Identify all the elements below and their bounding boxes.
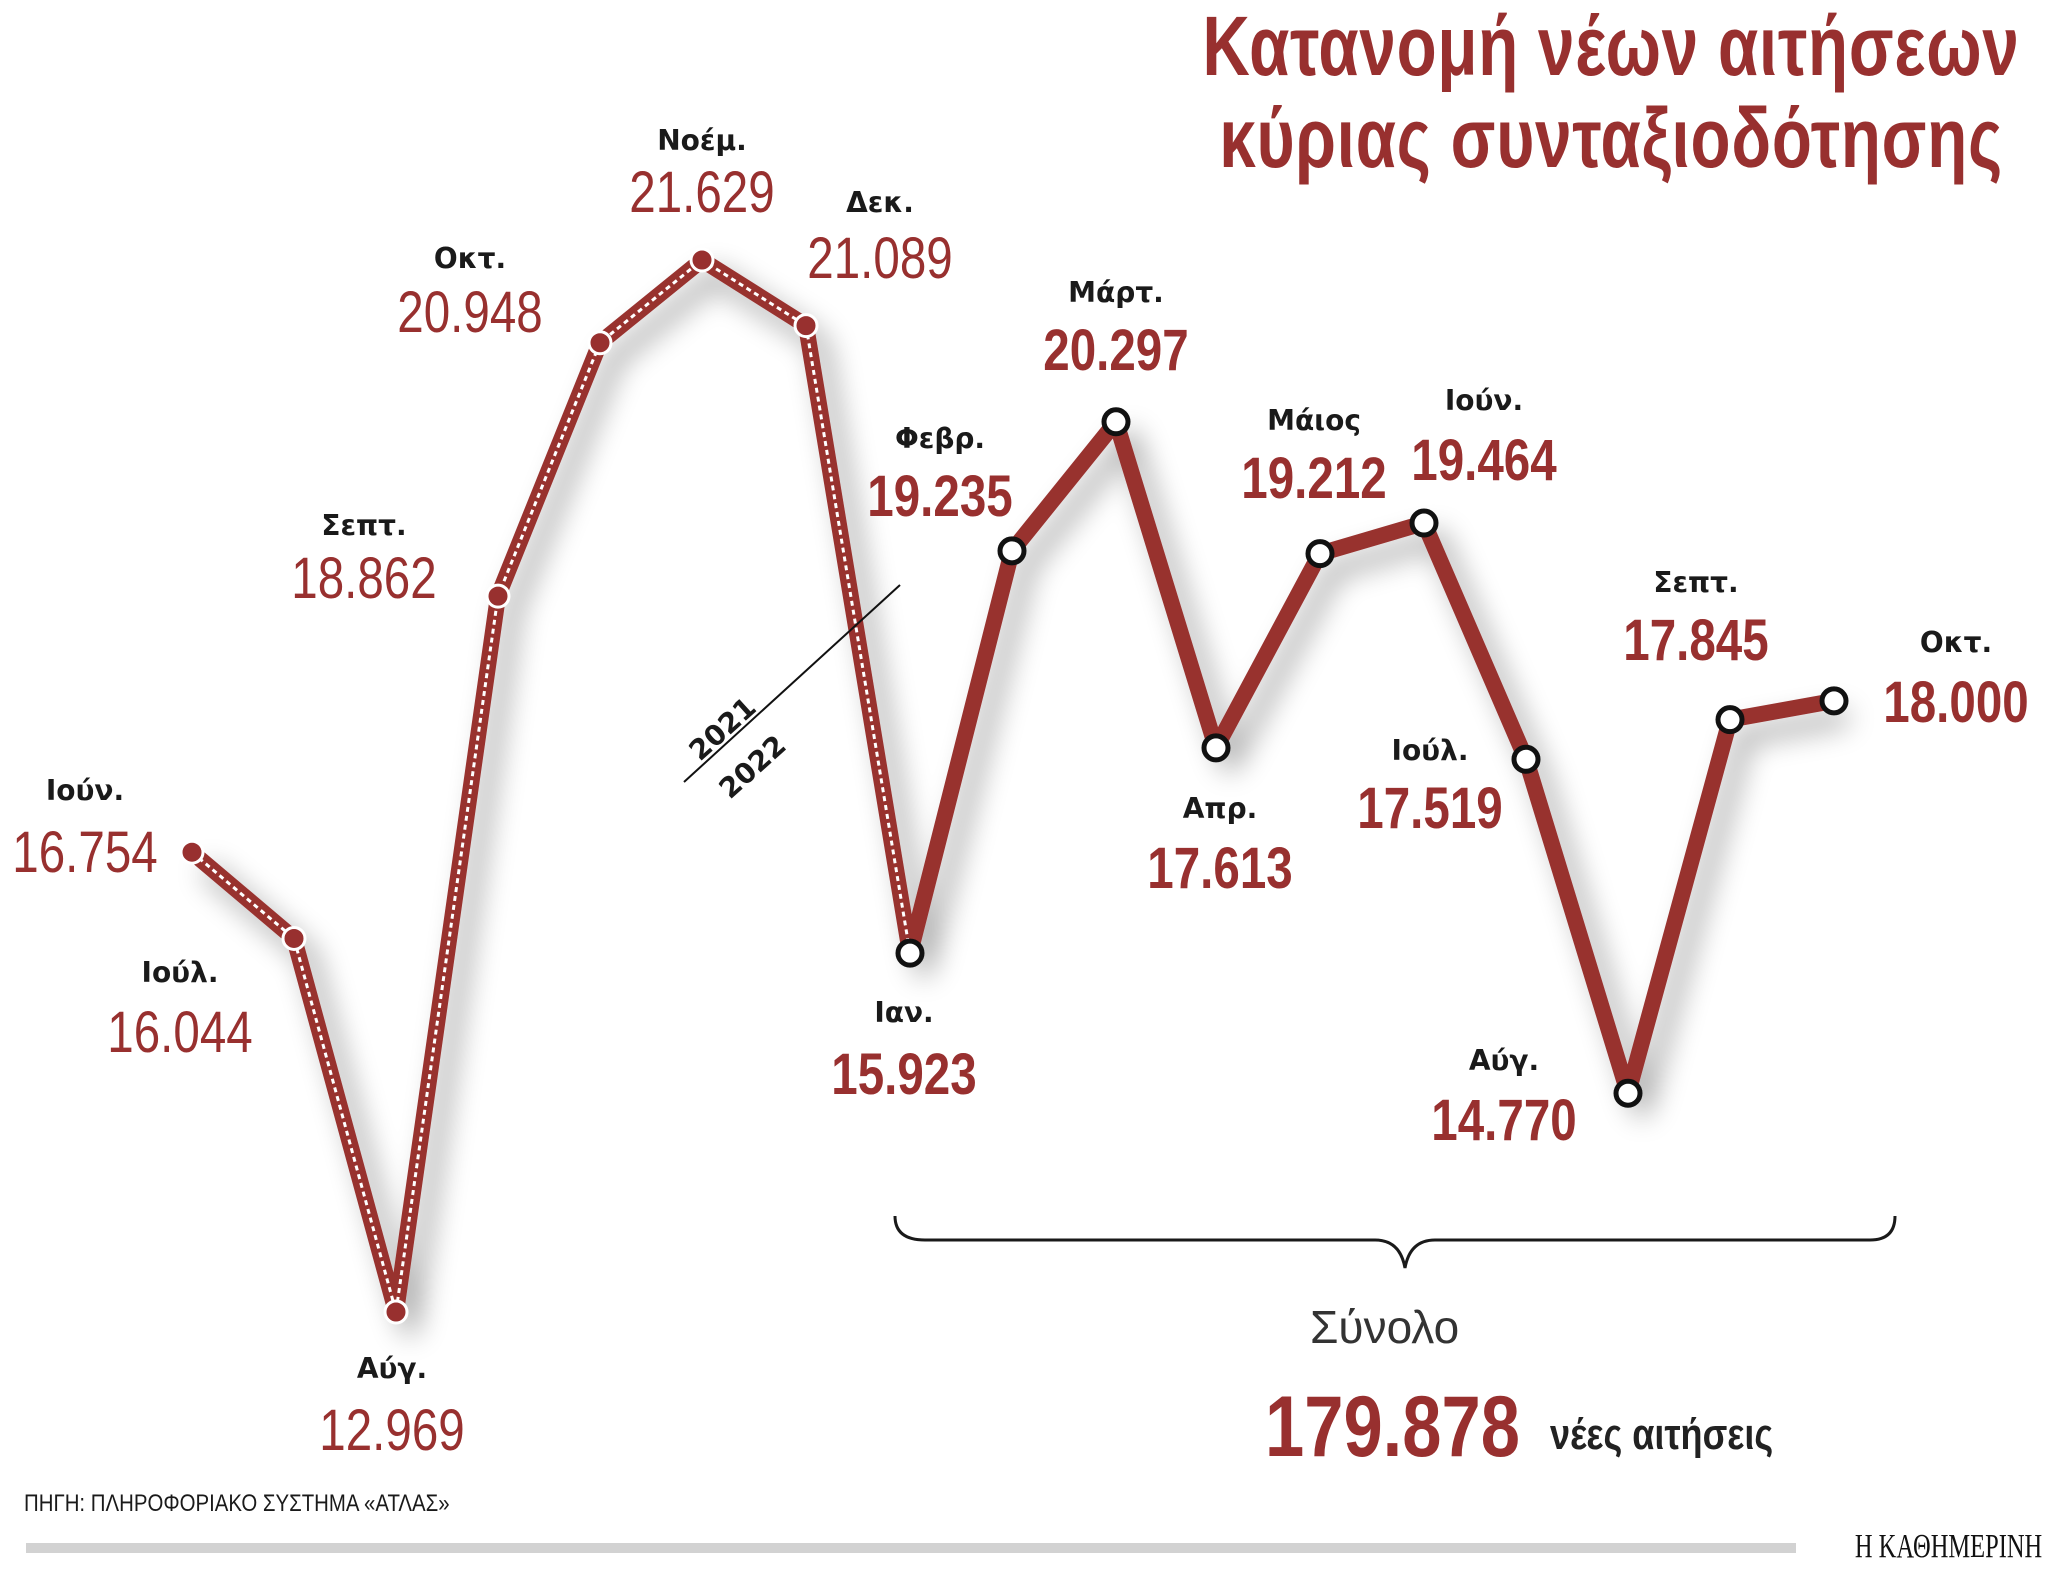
value-label: 17.845 — [1623, 609, 1768, 674]
marker-2021 — [485, 583, 511, 609]
marker-2021 — [281, 925, 307, 951]
month-label: Φεβρ. — [895, 422, 985, 455]
value-label: 20.297 — [1043, 319, 1188, 384]
total-label: Σύνολο — [1310, 1301, 1460, 1353]
data-labels: Ιούν. 16.754 Ιούλ. 16.044 Αύγ. 12.969 Σεπτ. 18.… — [12, 124, 2028, 1463]
value-label: 19.464 — [1411, 429, 1557, 494]
month-label: Μάρτ. — [1068, 276, 1164, 309]
total-brace — [893, 1215, 1897, 1269]
value-label: 16.754 — [12, 821, 157, 886]
marker-2022 — [1613, 1078, 1643, 1108]
month-label: Σεπτ. — [321, 509, 406, 542]
total-unit: νέες αιτήσεις — [1550, 1410, 1774, 1459]
value-label: 19.212 — [1241, 447, 1386, 512]
value-label: 16.044 — [107, 1001, 252, 1066]
value-label: 17.613 — [1147, 837, 1292, 902]
marker-2022 — [1101, 407, 1131, 437]
marker-2021 — [587, 330, 613, 356]
marker-2021 — [689, 247, 715, 273]
month-label: Αύγ. — [1469, 1044, 1539, 1077]
value-label: 18.862 — [291, 547, 436, 612]
marker-2022 — [1201, 733, 1231, 763]
value-label: 21.629 — [629, 161, 774, 226]
value-label: 18.000 — [1883, 671, 2028, 736]
value-label: 17.519 — [1357, 777, 1502, 842]
month-label: Απρ. — [1183, 792, 1258, 825]
value-label: 14.770 — [1431, 1089, 1576, 1154]
marker-2021 — [179, 839, 205, 865]
series-2021-dash — [191, 258, 807, 1313]
month-label: Ιούν. — [46, 774, 124, 807]
marker-2022 — [1305, 539, 1335, 569]
marker-2021 — [793, 313, 819, 339]
marker-2022 — [997, 536, 1027, 566]
month-label: Οκτ. — [434, 242, 506, 275]
value-label: 19.235 — [867, 465, 1012, 530]
value-label: 20.948 — [397, 281, 542, 346]
month-label: Ιαν. — [874, 996, 933, 1029]
source-note: ΠΗΓΗ: ΠΛΗΡΟΦΟΡΙΑΚΟ ΣΥΣΤΗΜΑ «ΑΤΛΑΣ» — [24, 1490, 450, 1517]
publisher-logo: Η ΚΑΘΗΜΕΡΙΝΗ — [1854, 1528, 2042, 1565]
title-line-2: κύριας συνταξιοδότησης — [1219, 91, 2004, 185]
footer-divider — [26, 1543, 1796, 1553]
month-label: Ιούλ. — [142, 956, 219, 989]
marker-2022 — [895, 938, 925, 968]
marker-2022 — [1715, 705, 1745, 735]
value-label: 21.089 — [807, 227, 952, 292]
month-label: Ιούλ. — [1392, 734, 1469, 767]
value-label: 12.969 — [319, 1399, 464, 1464]
value-label: 15.923 — [831, 1043, 976, 1108]
month-label: Δεκ. — [846, 186, 914, 219]
marker-2022 — [1819, 686, 1849, 716]
total-value: 179.878 — [1265, 1379, 1520, 1475]
chart-title: Κατανομή νέων αιτήσεων κύριας συνταξιοδό… — [1203, 0, 2020, 184]
data-markers — [179, 247, 1849, 1325]
month-label: Σεπτ. — [1653, 566, 1738, 599]
month-label: Αύγ. — [357, 1352, 427, 1385]
title-line-1: Κατανομή νέων αιτήσεων — [1202, 0, 2020, 93]
marker-2022 — [1511, 744, 1541, 774]
month-label: Οκτ. — [1920, 626, 1992, 659]
month-label: Νοέμ. — [657, 124, 747, 157]
month-label: Ιούν. — [1445, 384, 1523, 417]
month-label: Μάιος — [1267, 404, 1361, 437]
series-2021-line — [186, 252, 811, 1320]
chart-lines — [186, 252, 1836, 1320]
marker-2021 — [383, 1299, 409, 1325]
marker-2022 — [1409, 508, 1439, 538]
